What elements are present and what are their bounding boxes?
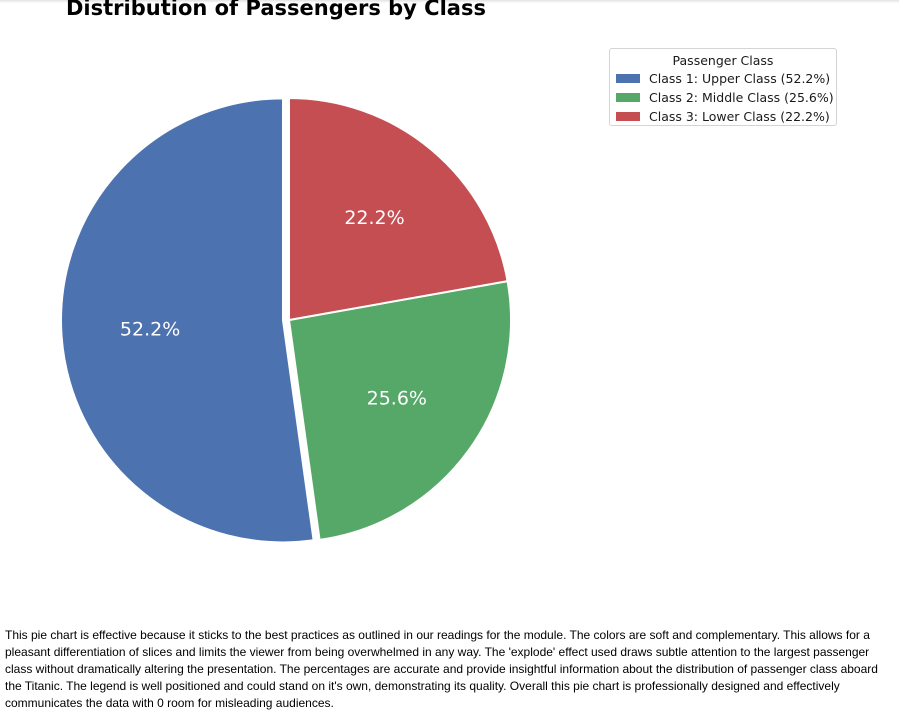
legend: Passenger Class Class 1: Upper Class (52… (609, 48, 837, 126)
pie-slice-class-1 (60, 97, 315, 544)
description-text: This pie chart is effective because it s… (5, 628, 878, 710)
pie-chart: 52.2% 25.6% 22.2% (60, 97, 512, 544)
slice-label-class-3: 22.2% (344, 207, 404, 229)
legend-entry-class-3: Class 3: Lower Class (22.2%) (616, 107, 830, 125)
pie-slice-class-3 (288, 97, 509, 321)
legend-swatch-class-1 (616, 73, 640, 83)
slice-label-class-1: 52.2% (120, 319, 180, 341)
slice-label-class-2: 25.6% (367, 387, 427, 409)
legend-entry-class-2: Class 2: Middle Class (25.6%) (616, 88, 834, 106)
legend-swatch-class-3 (616, 111, 640, 121)
pie-slice-class-2 (288, 280, 512, 541)
legend-title: Passenger Class (672, 53, 774, 68)
legend-label-class-1: Class 1: Upper Class (52.2%) (649, 70, 831, 86)
pie-slice-labels: 52.2% 25.6% 22.2% (120, 207, 427, 409)
legend-label-class-2: Class 2: Middle Class (25.6%) (649, 89, 834, 105)
legend-entry-class-1: Class 1: Upper Class (52.2%) (616, 69, 830, 87)
chart-title: Distribution of Passengers by Class (66, 0, 486, 20)
top-shadow (0, 0, 899, 3)
legend-swatch-class-2 (616, 92, 640, 102)
pie-slices (60, 97, 512, 544)
legend-label-class-3: Class 3: Lower Class (22.2%) (649, 108, 830, 124)
